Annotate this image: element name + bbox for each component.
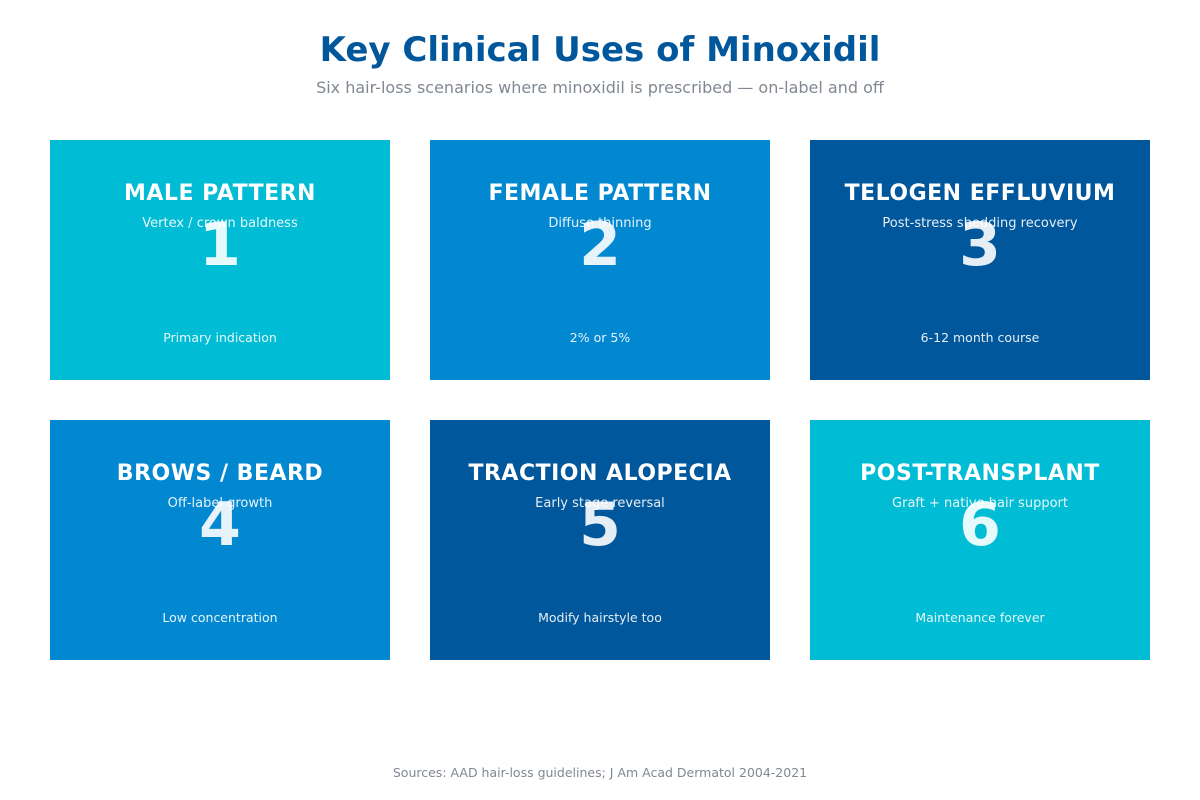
card-description: Diffuse thinning [548, 216, 652, 231]
card-female-pattern: FEMALE PATTERN 2 Diffuse thinning 2% or … [430, 140, 770, 380]
card-description: Graft + native hair support [892, 496, 1068, 511]
card-description: Vertex / crown baldness [142, 216, 298, 231]
card-number: 6 [959, 490, 1001, 560]
card-note: Low concentration [162, 610, 278, 625]
card-note: Modify hairstyle too [538, 610, 662, 625]
card-traction-alopecia: TRACTION ALOPECIA 5 Early stage reversal… [430, 420, 770, 660]
card-title: POST-TRANSPLANT [860, 461, 1100, 486]
card-male-pattern: MALE PATTERN 1 Vertex / crown baldness P… [50, 140, 390, 380]
page-title: Key Clinical Uses of Minoxidil [319, 30, 881, 70]
card-brows-beard: BROWS / BEARD 4 Off-label growth Low con… [50, 420, 390, 660]
sources-footnote: Sources: AAD hair-loss guidelines; J Am … [392, 765, 808, 780]
card-telogen-effluvium: TELOGEN EFFLUVIUM 3 Post-stress shedding… [810, 140, 1150, 380]
card-title: MALE PATTERN [124, 181, 316, 206]
card-description: Early stage reversal [535, 496, 665, 511]
card-title: FEMALE PATTERN [488, 181, 712, 206]
card-title: BROWS / BEARD [116, 461, 324, 486]
card-note: Primary indication [163, 330, 277, 345]
card-note: 2% or 5% [569, 330, 631, 345]
card-post-transplant: POST-TRANSPLANT 6 Graft + native hair su… [810, 420, 1150, 660]
card-description: Post-stress shedding recovery [882, 216, 1078, 231]
card-title: TRACTION ALOPECIA [468, 461, 732, 486]
card-description: Off-label growth [167, 496, 273, 511]
card-number: 1 [199, 210, 241, 280]
page-subtitle: Six hair-loss scenarios where minoxidil … [316, 78, 884, 97]
card-title: TELOGEN EFFLUVIUM [844, 181, 1116, 206]
card-number: 3 [959, 210, 1001, 280]
card-note: 6-12 month course [920, 330, 1040, 345]
card-number: 4 [199, 490, 241, 560]
uses-grid: MALE PATTERN 1 Vertex / crown baldness P… [50, 140, 1150, 660]
card-number: 5 [579, 490, 621, 560]
card-number: 2 [579, 210, 621, 280]
card-note: Maintenance forever [915, 610, 1045, 625]
